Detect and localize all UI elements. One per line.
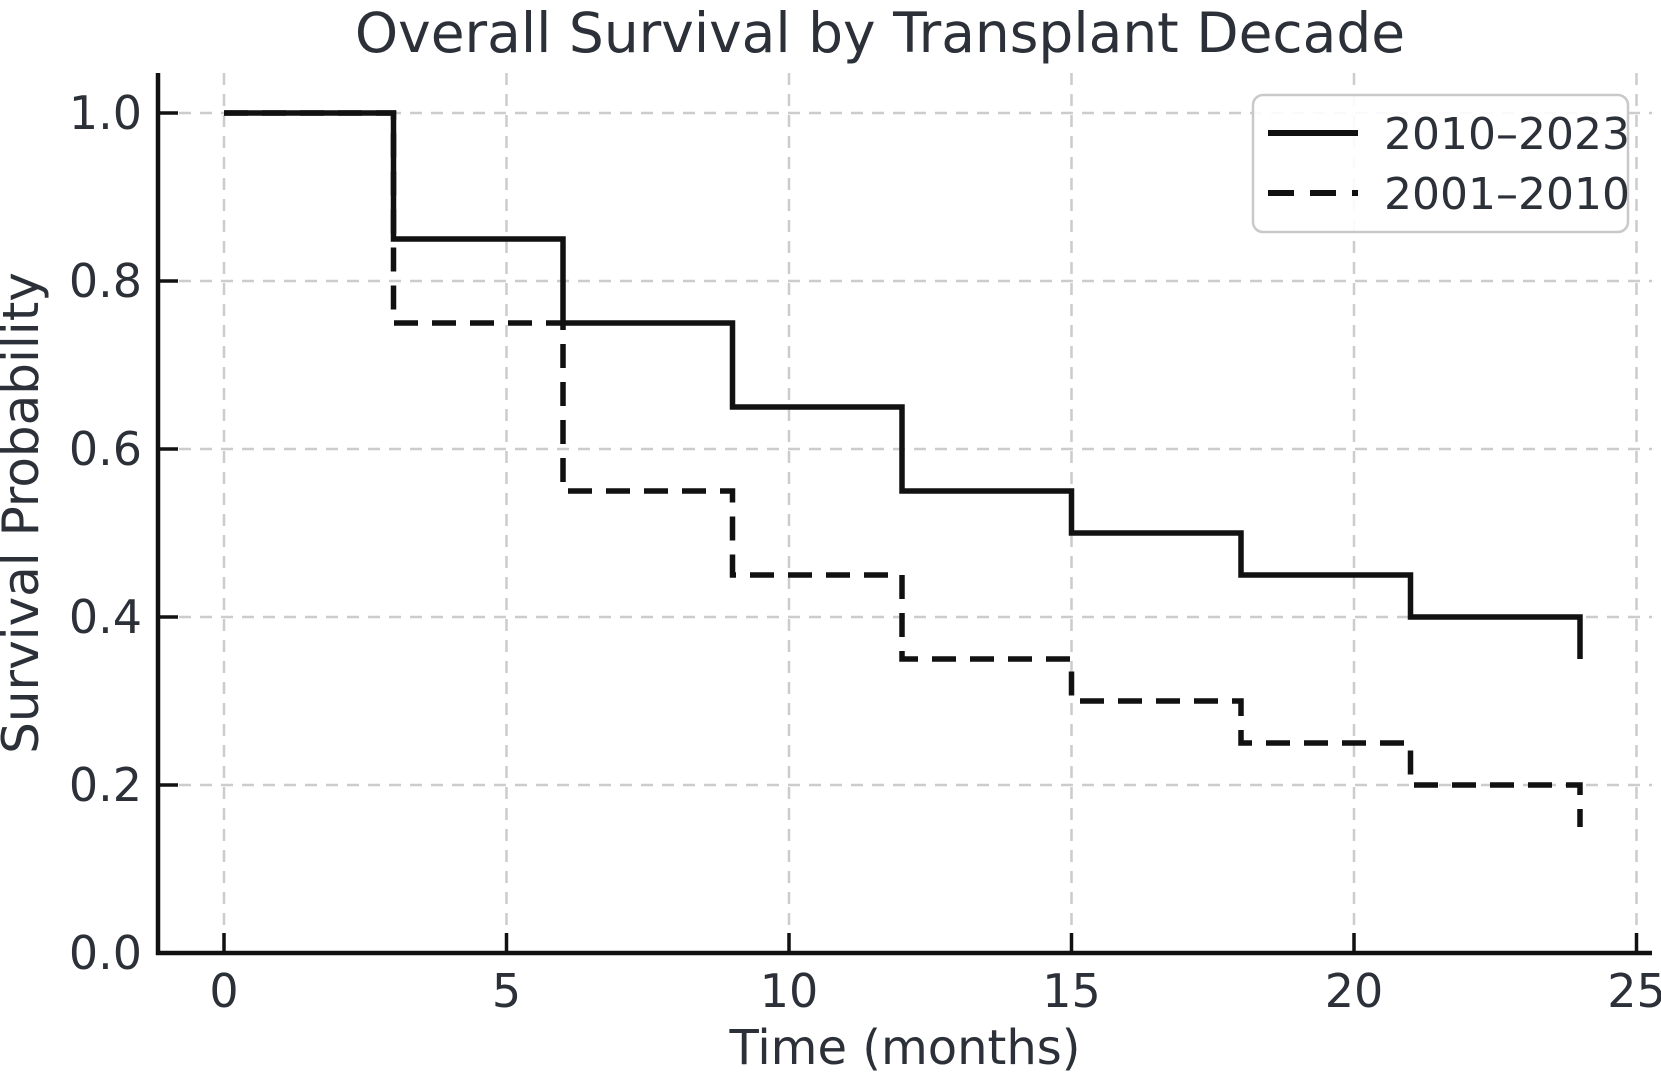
survival-curve-2001-2010 [224,110,1583,827]
y-axis-label: Survival Probability [0,272,50,754]
y-tick-label: 0.0 [69,926,142,980]
chart-title: Overall Survival by Transplant Decade [355,1,1405,65]
x-tick-label: 25 [1607,964,1661,1018]
survival-curve-2010-2023 [224,110,1583,659]
survival-curves [224,110,1583,827]
tick-labels: 0 5 10 15 20 25 0.0 0.2 0.4 0.6 0.8 1.0 [69,86,1661,1018]
legend-label-2010-2023: 2010–2023 [1384,109,1630,160]
x-tick-label: 10 [760,964,819,1018]
y-tick-label: 0.4 [69,590,142,644]
x-tick-label: 20 [1325,964,1384,1018]
legend-box [1251,93,1630,234]
y-tick-label: 1.0 [69,86,142,140]
x-tick-label: 0 [209,964,238,1018]
x-axis-label: Time (months) [729,1020,1081,1076]
axes [155,73,1652,956]
x-tick-label: 5 [492,964,521,1018]
legend-label-2001-2010: 2001–2010 [1384,169,1630,220]
legend: 2010–2023 2001–2010 [1251,93,1630,234]
x-tick-label: 15 [1042,964,1101,1018]
y-tick-label: 0.8 [69,254,142,308]
y-tick-label: 0.6 [69,422,142,476]
y-tick-label: 0.2 [69,758,142,812]
